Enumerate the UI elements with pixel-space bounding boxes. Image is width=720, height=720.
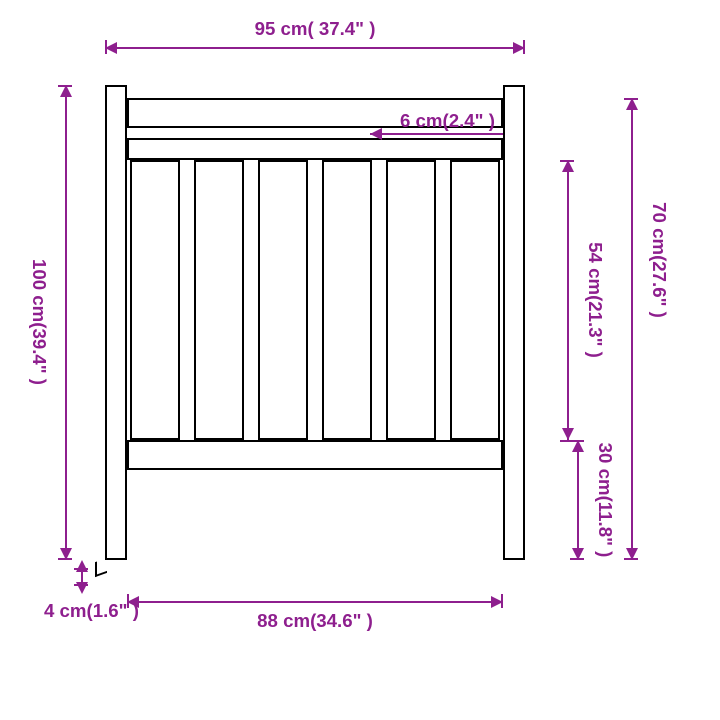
- slat: [194, 160, 244, 440]
- diagram-stage: 95 cm( 37.4" ) 100 cm(39.4" ) 6 cm(2.4" …: [0, 0, 720, 720]
- bottom-rail: [127, 440, 503, 470]
- dim-label: 70 cm(27.6" ): [648, 202, 670, 318]
- dim-label: 88 cm(34.6" ): [257, 610, 373, 632]
- slat: [322, 160, 372, 440]
- slat: [258, 160, 308, 440]
- slat: [450, 160, 500, 440]
- dim-label: 4 cm(1.6" ): [44, 600, 139, 622]
- right-post: [503, 85, 525, 560]
- slat: [130, 160, 180, 440]
- slat: [386, 160, 436, 440]
- second-rail: [127, 138, 503, 160]
- dim-label: 30 cm(11.8" ): [594, 443, 616, 558]
- left-post: [105, 85, 127, 560]
- dim-label: 54 cm(21.3" ): [584, 242, 606, 358]
- dim-label: 95 cm( 37.4" ): [255, 18, 376, 40]
- dim-label: 6 cm(2.4" ): [400, 110, 495, 132]
- dim-label: 100 cm(39.4" ): [28, 259, 50, 385]
